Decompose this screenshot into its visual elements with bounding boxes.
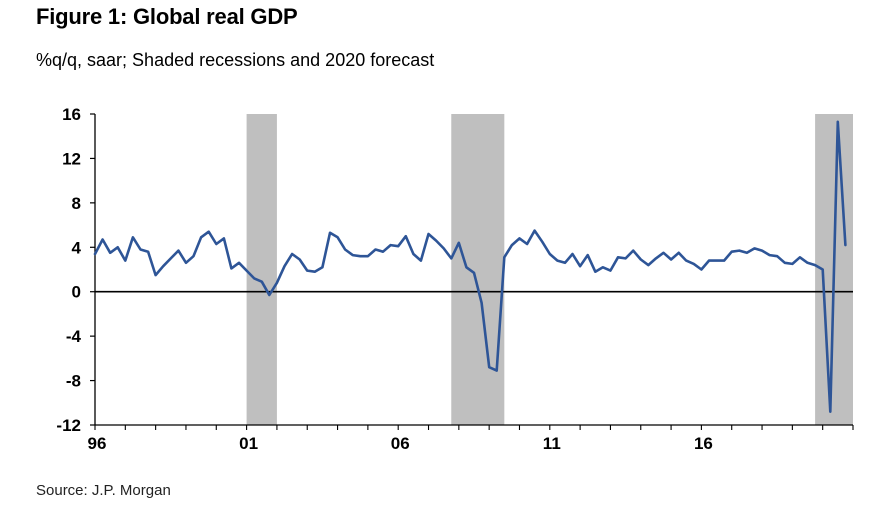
x-tick-label: 06 [391,434,410,453]
chart-subtitle: %q/q, saar; Shaded recessions and 2020 f… [36,50,435,70]
x-tick-label: 16 [694,434,713,453]
x-axis-ticks: 96 01 06 11 16 [88,425,854,453]
gdp-chart: 16 12 8 4 0 -4 -8 -12 96 01 06 11 16 [56,105,854,453]
y-tick-label: 12 [62,149,81,168]
recession-bands [246,114,853,425]
y-axis-ticks: 16 12 8 4 0 -4 -8 -12 [56,105,95,435]
y-tick-label: 8 [72,194,81,213]
gdp-series-line [93,120,847,413]
recession-band-2 [451,114,505,425]
y-tick-label: 0 [72,283,81,302]
source-note: Source: J.P. Morgan [36,482,171,499]
chart-title: Figure 1: Global real GDP [36,4,298,29]
x-tick-label: 01 [239,434,258,453]
y-tick-label: -12 [56,416,81,435]
y-tick-label: -4 [66,327,82,346]
y-tick-label: -8 [66,372,81,391]
x-tick-label: 11 [543,434,561,453]
y-tick-label: 4 [72,238,82,257]
recession-band-1 [246,114,277,425]
x-tick-label: 96 [88,434,107,453]
y-tick-label: 16 [62,105,81,124]
